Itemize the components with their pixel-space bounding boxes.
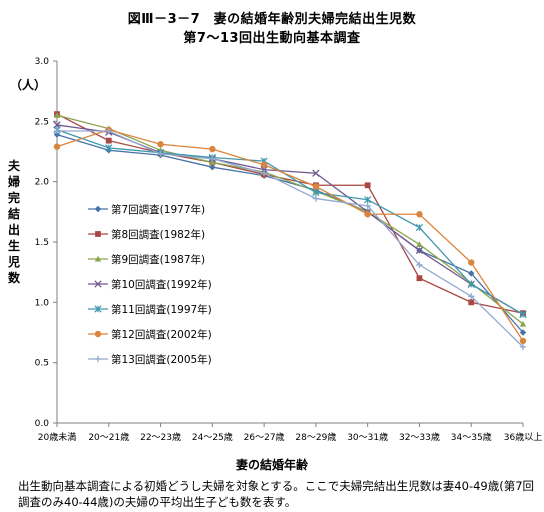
legend-entry-label: 第7回調査(1977年) — [111, 203, 205, 216]
data-point — [468, 270, 475, 277]
legend-swatch-marker — [94, 255, 102, 262]
legend-entry-label: 第10回調査(1992年) — [111, 278, 212, 291]
x-tick-label: 20歳未満 — [38, 431, 76, 443]
series-line — [56, 113, 524, 314]
legend-swatch-marker — [94, 355, 102, 363]
data-point — [53, 143, 61, 150]
data-point — [209, 155, 216, 162]
series-line — [56, 133, 524, 333]
data-point — [157, 150, 164, 158]
y-tick-label: 2.5 — [35, 117, 49, 127]
x-tick-label: 24～25歳 — [192, 431, 233, 443]
data-point — [519, 329, 527, 336]
series-line — [56, 129, 524, 315]
data-point — [209, 145, 216, 153]
data-point — [519, 337, 527, 345]
legend-swatch-marker — [94, 205, 102, 213]
data-point — [312, 169, 320, 177]
data-point — [312, 195, 320, 202]
data-point — [105, 144, 113, 152]
data-point — [53, 127, 61, 135]
chart-footnote: 出生動向基本調査による初婚どうし夫婦を対象とする。ここで夫婦完結出生児数は妻40… — [18, 479, 535, 509]
y-tick-label: 0.5 — [35, 359, 49, 369]
data-point — [416, 211, 423, 218]
legend-swatch-marker — [94, 280, 102, 288]
data-point — [468, 259, 475, 266]
x-tick-label: 32～33歳 — [399, 431, 440, 443]
y-tick-label: 2.0 — [35, 178, 50, 188]
data-point — [416, 261, 423, 269]
legend-entry-label: 第8回調査(1982年) — [111, 228, 205, 241]
y-axis-unit: （人） — [10, 78, 47, 92]
data-point — [467, 280, 475, 288]
data-point — [364, 182, 371, 189]
y-tick-label: 0.0 — [35, 419, 50, 429]
data-point — [364, 202, 371, 209]
data-point — [157, 141, 164, 148]
data-point — [312, 183, 320, 190]
x-axis-label: 妻の結婚年齢 — [235, 458, 308, 472]
x-tick-label: 26～27歳 — [244, 431, 285, 443]
data-point — [468, 293, 475, 300]
data-point — [468, 299, 475, 306]
data-point — [312, 188, 320, 197]
legend-entry-label: 第9回調査(1987年) — [111, 253, 205, 266]
data-point — [415, 246, 424, 255]
data-point — [53, 112, 61, 118]
legend-swatch-marker — [95, 231, 101, 237]
data-point — [260, 170, 268, 177]
series-line — [57, 130, 524, 348]
data-point — [209, 163, 216, 171]
legend-swatch-marker — [94, 330, 102, 338]
legend-entry-label: 第11回調査(1997年) — [111, 303, 212, 316]
chart-title: 図Ⅲ－3－7 妻の結婚年齢別夫婦完結出生児数 — [127, 12, 417, 27]
data-point — [209, 159, 216, 165]
series-line — [56, 114, 524, 325]
data-point — [415, 223, 424, 232]
series-line — [56, 129, 524, 342]
data-point — [260, 161, 268, 168]
y-tick-label: 1.5 — [35, 238, 49, 248]
x-tick-label: 36歳以上 — [504, 431, 542, 443]
y-tick-label: 3.0 — [35, 57, 50, 67]
data-point — [53, 131, 61, 138]
data-point — [519, 310, 527, 319]
data-point — [416, 275, 423, 282]
legend-swatch-marker — [94, 305, 102, 313]
data-point — [105, 127, 112, 135]
x-tick-label: 20～21歳 — [88, 431, 129, 443]
y-axis-label: 夫婦完結出生児数 — [8, 159, 21, 285]
data-point — [416, 241, 423, 247]
x-tick-label: 28～29歳 — [295, 431, 336, 443]
data-point — [364, 211, 371, 218]
data-point — [105, 137, 112, 144]
x-tick-label: 22～23歳 — [140, 431, 181, 443]
chart-subtitle: 第7～13回出生動向基本調査 — [183, 31, 361, 46]
data-point — [519, 320, 527, 327]
legend-entry-label: 第13回調査(2005年) — [111, 353, 212, 366]
y-tick-label: 1.0 — [35, 298, 50, 308]
x-tick-label: 34～35歳 — [451, 431, 492, 443]
data-point — [519, 343, 527, 351]
x-tick-label: 30～31歳 — [347, 431, 388, 443]
data-point — [364, 196, 372, 204]
data-point — [260, 165, 268, 174]
legend-entry-label: 第12回調査(2002年) — [111, 328, 212, 341]
